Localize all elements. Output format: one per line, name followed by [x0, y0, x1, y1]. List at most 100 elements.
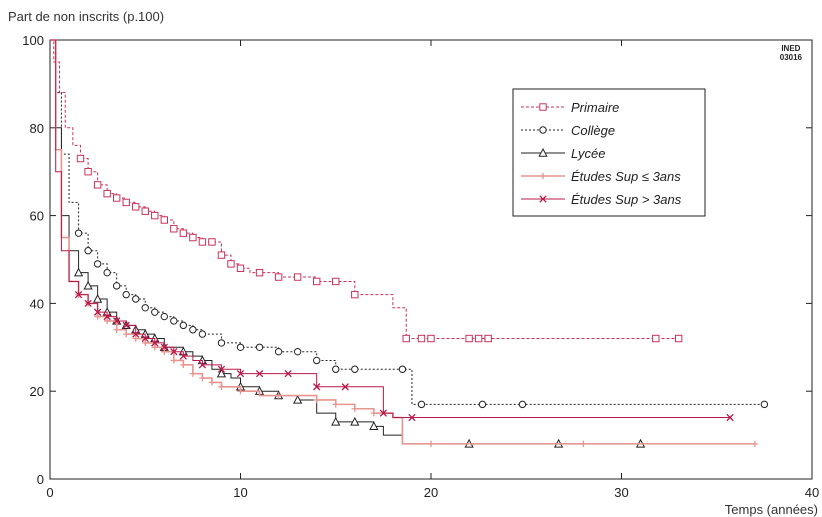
- legend-marker-3: [538, 147, 548, 157]
- series-3-marker: [331, 416, 341, 426]
- series-1-marker: [227, 260, 235, 268]
- series-4-marker: [123, 330, 130, 338]
- legend-marker-2: [539, 126, 547, 134]
- series-4-marker: [180, 361, 187, 369]
- series-1-marker: [103, 189, 111, 198]
- series-1-marker: [293, 273, 302, 281]
- series-1-marker: [465, 334, 473, 343]
- series-4-marker: [103, 317, 111, 325]
- series-2-marker: [236, 343, 245, 351]
- y-axis-title: Part de non inscrits (p.100): [8, 9, 165, 24]
- series-5-marker: [122, 321, 130, 330]
- series-4-marker: [351, 405, 358, 412]
- series-5-marker: [84, 299, 92, 308]
- series-1-marker: [474, 334, 483, 343]
- ined-stamp: INED 03016: [780, 44, 802, 62]
- series-1-marker: [674, 334, 683, 343]
- series-2-marker: [332, 365, 340, 373]
- series-2-marker: [170, 317, 178, 325]
- series-1-marker: [93, 181, 102, 189]
- series-3-marker: [73, 267, 84, 277]
- series-line-3: [50, 39, 641, 445]
- series-4-marker: [132, 335, 139, 342]
- series-2-marker: [417, 400, 426, 409]
- series-5-marker: [74, 290, 83, 299]
- series-4-marker: [199, 374, 206, 382]
- series-5-marker: [379, 409, 388, 417]
- y-tick-label: 60: [30, 209, 44, 224]
- series-1-marker: [652, 334, 660, 343]
- series-4-marker: [751, 440, 759, 448]
- series-1-marker: [236, 264, 245, 272]
- stamp-line-1: INED: [781, 44, 801, 53]
- series-5-marker: [236, 369, 245, 378]
- series-1-marker: [179, 229, 188, 237]
- x-tick-label: 20: [424, 485, 438, 500]
- series-1-marker: [141, 207, 149, 215]
- series-5-marker: [141, 334, 149, 343]
- series-4-marker: [370, 409, 378, 417]
- series-1-marker: [417, 334, 426, 343]
- series-5-marker: [198, 361, 207, 369]
- x-tick-label: 40: [805, 485, 819, 500]
- series-1-marker: [189, 233, 197, 242]
- stamp-line-2: 03016: [779, 53, 802, 62]
- series-4-marker: [170, 357, 178, 364]
- series-2-marker: [93, 260, 102, 268]
- series-1-marker: [198, 238, 207, 246]
- series-1-marker: [170, 225, 178, 233]
- series-2-marker: [760, 400, 769, 409]
- series-4-marker: [237, 388, 244, 395]
- series-4-marker: [208, 379, 216, 386]
- series-1-marker: [402, 334, 410, 343]
- series-4-marker: [313, 396, 320, 404]
- x-axis-title: Temps (années): [724, 502, 818, 517]
- series-2-marker: [313, 356, 321, 365]
- legend-label-3: Lycée: [571, 146, 605, 161]
- y-tick-label: 100: [22, 33, 44, 48]
- series-5-marker: [179, 352, 188, 360]
- series-2-marker: [198, 330, 207, 338]
- series-4-marker: [189, 370, 197, 377]
- series-1-marker: [274, 273, 283, 281]
- series-1-marker: [112, 194, 121, 202]
- series-5-marker: [284, 369, 292, 378]
- series-4-marker: [218, 383, 225, 391]
- y-tick-label: 20: [30, 384, 44, 399]
- series-2-marker: [217, 339, 226, 347]
- series-5-marker: [113, 317, 121, 325]
- series-1-marker: [76, 154, 85, 163]
- series-3-marker: [92, 293, 103, 303]
- legend-label-4: Études Sup ≤ 3ans: [571, 169, 681, 184]
- legend-marker-4: [539, 172, 547, 180]
- series-5-marker: [103, 312, 111, 321]
- series-1-marker: [84, 168, 92, 176]
- series-5-marker: [132, 330, 140, 338]
- series-1-marker: [151, 211, 159, 220]
- series-1-marker: [255, 268, 264, 277]
- series-4-marker: [151, 344, 158, 351]
- series-1-marker: [427, 334, 435, 343]
- series-1-marker: [208, 238, 216, 246]
- series-5-marker: [151, 339, 159, 347]
- series-2-marker: [84, 247, 92, 255]
- series-2-marker: [160, 312, 169, 321]
- series-5-marker: [313, 383, 321, 391]
- series-5-marker: [726, 413, 734, 422]
- series-2-marker: [112, 282, 121, 290]
- legend-label-2: Collège: [571, 123, 615, 138]
- series-2-marker: [478, 400, 487, 409]
- series-2-marker: [293, 347, 302, 356]
- series-line-5: [50, 39, 731, 419]
- series-1-marker: [132, 203, 140, 211]
- series-3-marker: [293, 394, 303, 404]
- series-2-marker: [103, 268, 111, 277]
- series-2-marker: [189, 326, 197, 334]
- series-2-marker: [179, 321, 188, 330]
- series-3-marker: [369, 421, 379, 431]
- series-4-marker: [275, 392, 282, 399]
- series-1-marker: [332, 277, 340, 286]
- series-2-marker: [122, 290, 130, 299]
- series-1-marker: [351, 290, 359, 299]
- series-3-marker: [216, 368, 227, 378]
